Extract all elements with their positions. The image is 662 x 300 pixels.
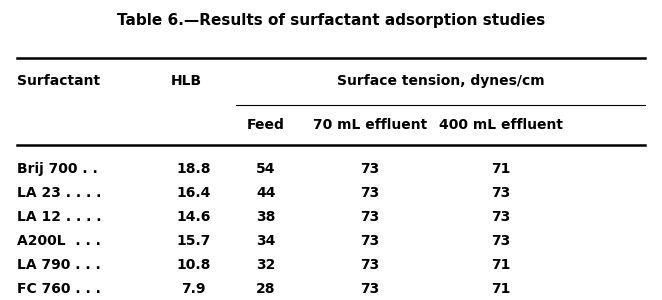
Text: Brij 700 . .: Brij 700 . . [17, 162, 98, 176]
Text: 400 mL effluent: 400 mL effluent [439, 118, 563, 132]
Text: 71: 71 [491, 258, 510, 272]
Text: 15.7: 15.7 [177, 234, 211, 248]
Text: 73: 73 [361, 234, 380, 248]
Text: 28: 28 [256, 282, 275, 296]
Text: 71: 71 [491, 162, 510, 176]
Text: Surfactant: Surfactant [17, 74, 101, 88]
Text: 70 mL effluent: 70 mL effluent [313, 118, 428, 132]
Text: 73: 73 [361, 162, 380, 176]
Text: 18.8: 18.8 [177, 162, 211, 176]
Text: HLB: HLB [171, 74, 202, 88]
Text: 32: 32 [256, 258, 275, 272]
Text: 10.8: 10.8 [177, 258, 211, 272]
Text: 73: 73 [491, 234, 510, 248]
Text: 73: 73 [361, 258, 380, 272]
Text: LA 12 . . . .: LA 12 . . . . [17, 210, 102, 224]
Text: FC 760 . . .: FC 760 . . . [17, 282, 101, 296]
Text: 7.9: 7.9 [181, 282, 206, 296]
Text: 38: 38 [256, 210, 275, 224]
Text: LA 23 . . . .: LA 23 . . . . [17, 186, 101, 200]
Text: 71: 71 [491, 282, 510, 296]
Text: 73: 73 [491, 210, 510, 224]
Text: A200L  . . .: A200L . . . [17, 234, 101, 248]
Text: 16.4: 16.4 [177, 186, 211, 200]
Text: 73: 73 [491, 186, 510, 200]
Text: Feed: Feed [247, 118, 285, 132]
Text: 14.6: 14.6 [177, 210, 211, 224]
Text: Table 6.—Results of surfactant adsorption studies: Table 6.—Results of surfactant adsorptio… [117, 13, 545, 28]
Text: 44: 44 [256, 186, 275, 200]
Text: Surface tension, dynes/cm: Surface tension, dynes/cm [337, 74, 544, 88]
Text: 73: 73 [361, 210, 380, 224]
Text: 73: 73 [361, 282, 380, 296]
Text: 54: 54 [256, 162, 275, 176]
Text: LA 790 . . .: LA 790 . . . [17, 258, 101, 272]
Text: 73: 73 [361, 186, 380, 200]
Text: 34: 34 [256, 234, 275, 248]
